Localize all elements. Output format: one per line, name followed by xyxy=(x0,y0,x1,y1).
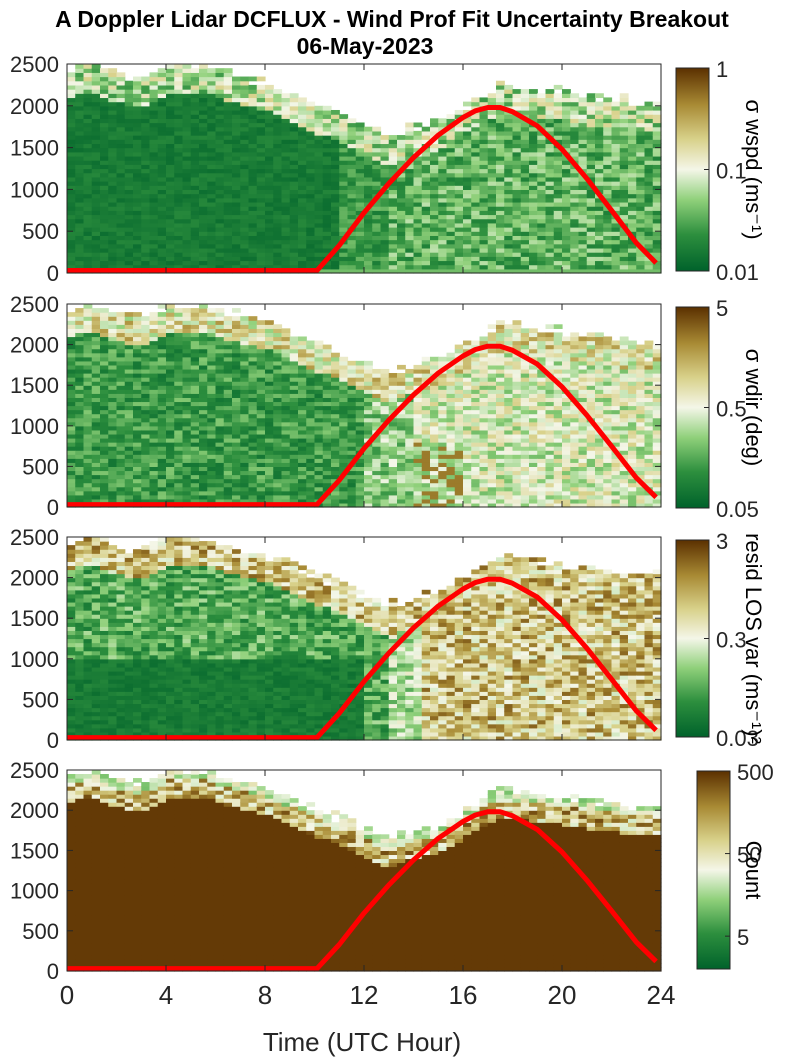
y-tick-label: 2500 xyxy=(10,758,59,783)
colorbar-3 xyxy=(675,539,710,738)
heatmap-cells-4 xyxy=(67,770,662,972)
sunrise-curve-3 xyxy=(67,576,658,741)
y-tick-label: 2000 xyxy=(10,798,59,823)
colorbar-tick-label: 0.5 xyxy=(716,397,747,422)
y-tick-label: 1500 xyxy=(10,838,59,863)
x-tick-label: 0 xyxy=(60,980,74,1010)
y-tick-label: 2500 xyxy=(10,525,59,550)
y-tick-label: 1500 xyxy=(10,136,59,161)
y-tick-label: 1000 xyxy=(10,177,59,202)
y-tick-label: 0 xyxy=(47,959,59,984)
y-tick-label: 2000 xyxy=(10,94,59,119)
y-tick-label: 1000 xyxy=(10,414,59,439)
y-tick-label: 1000 xyxy=(10,879,59,904)
colorbar-1 xyxy=(675,67,710,272)
sunrise-curve-1 xyxy=(67,105,658,273)
sunrise-curve-2 xyxy=(67,343,658,508)
colorbar-label-1: σ wspd (ms⁻¹) xyxy=(741,99,766,239)
y-tick-label: 2500 xyxy=(10,52,59,77)
colorbar-tick-label: 0.05 xyxy=(716,497,759,522)
y-tick-label: 2500 xyxy=(10,292,59,317)
y-tick-label: 2000 xyxy=(10,333,59,358)
colorbar-tick-label: 0.3 xyxy=(716,628,747,653)
x-tick-label: 4 xyxy=(159,980,173,1010)
colorbar-tick-label: 5 xyxy=(716,296,728,321)
colorbar-4 xyxy=(696,770,731,970)
y-tick-label: 0 xyxy=(47,728,59,753)
heatmap-cells-1 xyxy=(67,64,662,274)
y-tick-label: 1500 xyxy=(10,606,59,631)
colorbar-tick-label: 5 xyxy=(737,925,749,950)
colorbar-label-3: resid LOS var (ms⁻¹)² xyxy=(741,533,766,744)
y-tick-label: 500 xyxy=(22,919,59,944)
x-tick-label: 16 xyxy=(449,980,478,1010)
y-tick-label: 0 xyxy=(47,495,59,520)
y-tick-label: 500 xyxy=(22,687,59,712)
x-tick-label: 20 xyxy=(548,980,577,1010)
x-tick-label: 12 xyxy=(350,980,379,1010)
colorbar-tick-label: 50 xyxy=(737,843,761,868)
colorbar-label-4: Count xyxy=(741,841,766,900)
colorbar-tick-label: 0.01 xyxy=(716,260,759,285)
chart-subtitle: 06-May-2023 xyxy=(297,33,434,59)
chart-title: A Doppler Lidar DCFLUX - Wind Prof Fit U… xyxy=(55,6,729,32)
x-tick-label: 8 xyxy=(258,980,272,1010)
colorbar-tick-label: 0.03 xyxy=(716,726,759,751)
colorbar-tick-label: 0.1 xyxy=(716,159,747,184)
colorbar-tick-label: 1 xyxy=(716,57,728,82)
y-tick-label: 2000 xyxy=(10,566,59,591)
panel-2: 0 500 1000 1500 2000 2500 5 0.5 0.05 σ wdir (deg) xyxy=(10,292,766,522)
y-tick-label: 500 xyxy=(22,219,59,244)
y-tick-label: 0 xyxy=(47,261,59,286)
y-tick-label: 1500 xyxy=(10,373,59,398)
x-tick-label: 24 xyxy=(647,980,676,1010)
panel-4: 0 500 1000 1500 2000 2500 0 4 8 12 16 20 24 500 50 5 Cou… xyxy=(10,758,774,1010)
y-tick-label: 1000 xyxy=(10,647,59,672)
heatmap-cells-2 xyxy=(67,304,662,508)
colorbar-tick-label: 3 xyxy=(716,529,728,554)
panel-1: 0 500 1000 1500 2000 2500 1 0.1 0.01 σ wspd (ms⁻¹… xyxy=(10,52,766,286)
y-tick-label: 500 xyxy=(22,454,59,479)
colorbar-label-2: σ wdir (deg) xyxy=(741,349,766,467)
colorbar-tick-label: 500 xyxy=(737,760,774,785)
heatmap-cells-3 xyxy=(67,537,662,741)
sunrise-curve-4 xyxy=(67,809,658,972)
x-axis-label: Time (UTC Hour) xyxy=(263,1027,461,1057)
